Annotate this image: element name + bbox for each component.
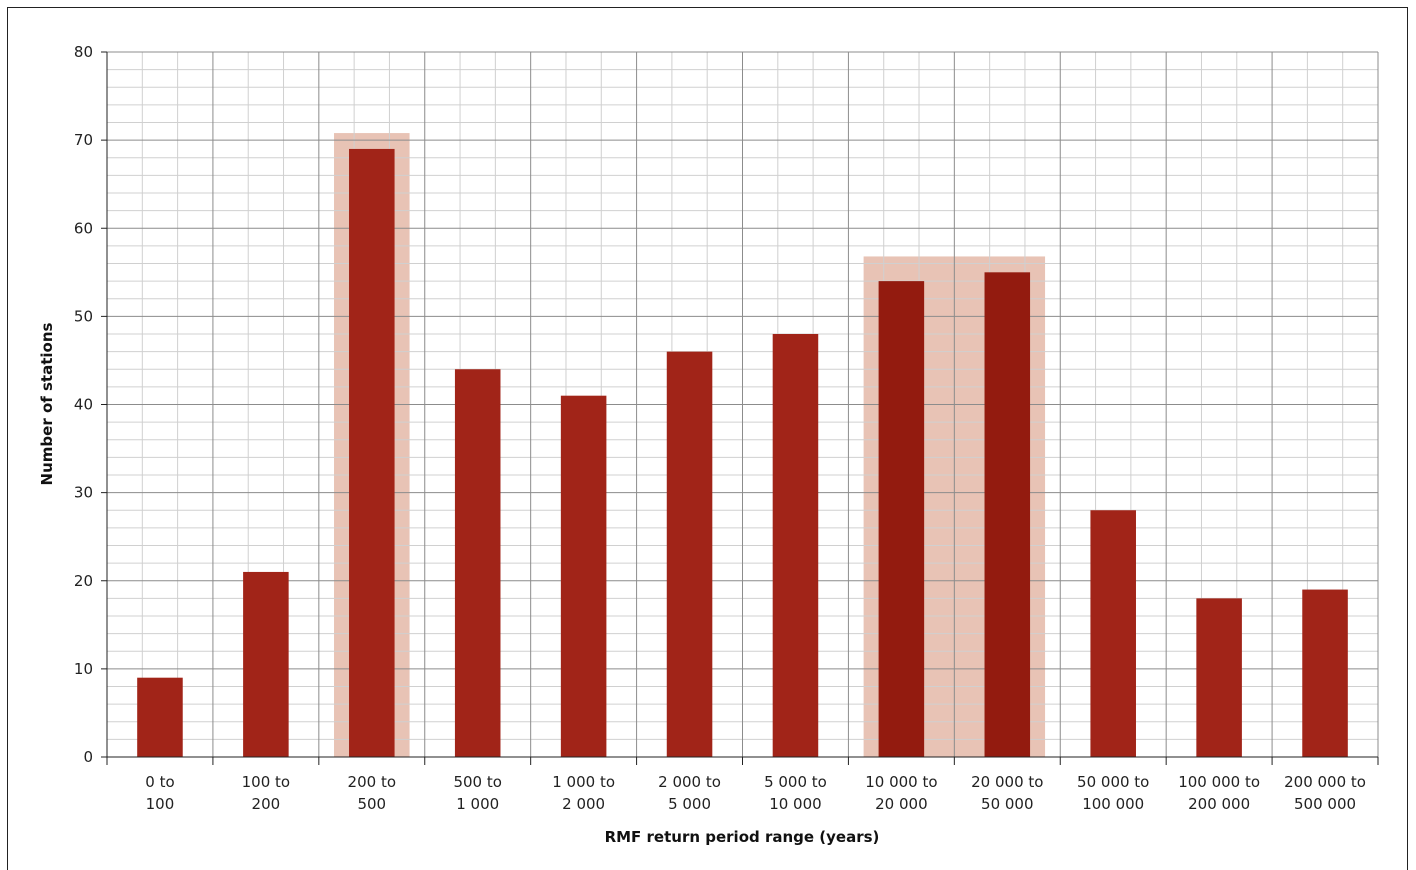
x-tick-label-line: 2 000 to — [658, 773, 721, 791]
x-tick-label-line: 500 000 — [1294, 795, 1356, 813]
y-tick-label: 30 — [74, 484, 93, 502]
bar — [666, 351, 713, 757]
x-tick-label: 0 to 100 — [145, 773, 174, 813]
x-tick-label-line: 200 000 to — [1284, 773, 1366, 791]
y-axis-title: Number of stations — [38, 322, 56, 485]
y-tick-label: 80 — [74, 43, 93, 61]
x-tick-label: 10 000 to 20 000 — [865, 773, 937, 813]
x-tick-label-line: 50 000 to — [1077, 773, 1149, 791]
bar — [984, 272, 1031, 757]
axes — [101, 51, 1379, 765]
x-tick-labels: 0 to 100 100 to 200 200 to 500 500 to 1 000 1 00… — [145, 773, 1366, 813]
x-tick-label: 100 to 200 — [242, 773, 290, 813]
y-tick-label: 60 — [74, 219, 93, 237]
bar — [137, 677, 183, 757]
x-tick-label-line: 100 — [146, 795, 175, 813]
grid-lines — [107, 51, 1379, 757]
x-tick-label-line: 2 000 — [562, 795, 605, 813]
x-tick-label: 200 000 to 500 000 — [1284, 773, 1366, 813]
x-tick-label: 100 000 to 200 000 — [1178, 773, 1260, 813]
x-tick-label-line: 100 000 — [1082, 795, 1144, 813]
x-tick-label-line: 50 000 — [981, 795, 1034, 813]
x-tick-label: 2 000 to 5 000 — [658, 773, 721, 813]
y-tick-labels: 0 10 20 30 40 50 60 70 80 — [74, 43, 93, 766]
y-tick-label: 0 — [83, 748, 93, 766]
bar — [772, 334, 819, 757]
x-tick-label: 5 000 to 10 000 — [764, 773, 827, 813]
y-tick-label: 50 — [74, 307, 93, 325]
bar — [560, 395, 607, 757]
x-tick-label-line: 5 000 to — [764, 773, 827, 791]
bar — [1302, 589, 1348, 757]
x-tick-label-line: 100 to — [242, 773, 290, 791]
x-tick-label-line: 20 000 to — [971, 773, 1043, 791]
x-tick-label: 50 000 to 100 000 — [1077, 773, 1149, 813]
x-tick-label-line: 5 000 — [668, 795, 711, 813]
y-tick-label: 20 — [74, 572, 93, 590]
x-tick-label-line: 100 000 to — [1178, 773, 1260, 791]
y-tick-label: 10 — [74, 660, 93, 678]
bar — [1090, 510, 1136, 757]
x-tick-label: 20 000 to 50 000 — [971, 773, 1043, 813]
bar — [878, 281, 925, 757]
x-tick-label: 200 to 500 — [348, 773, 396, 813]
x-tick-label-line: 1 000 to — [552, 773, 615, 791]
x-tick-label: 1 000 to 2 000 — [552, 773, 615, 813]
x-axis-title: RMF return period range (years) — [605, 828, 880, 846]
x-tick-label-line: 10 000 — [769, 795, 822, 813]
x-tick-label-line: 200 to — [348, 773, 396, 791]
x-tick-label-line: 200 000 — [1188, 795, 1250, 813]
x-tick-label-line: 500 — [357, 795, 386, 813]
x-tick-label: 500 to 1 000 — [453, 773, 501, 813]
x-tick-label-line: 1 000 — [456, 795, 499, 813]
bar — [349, 148, 395, 757]
x-tick-label-line: 200 — [252, 795, 281, 813]
x-tick-label-line: 20 000 — [875, 795, 928, 813]
x-tick-label-line: 10 000 to — [865, 773, 937, 791]
bar — [454, 369, 501, 757]
x-tick-label-line: 0 to — [145, 773, 174, 791]
y-tick-label: 40 — [74, 396, 93, 414]
y-tick-label: 70 — [74, 131, 93, 149]
bar — [1196, 598, 1242, 757]
chart-frame — [7, 7, 1408, 870]
bars — [137, 148, 1348, 757]
x-tick-label-line: 500 to — [453, 773, 501, 791]
bar — [243, 571, 289, 757]
